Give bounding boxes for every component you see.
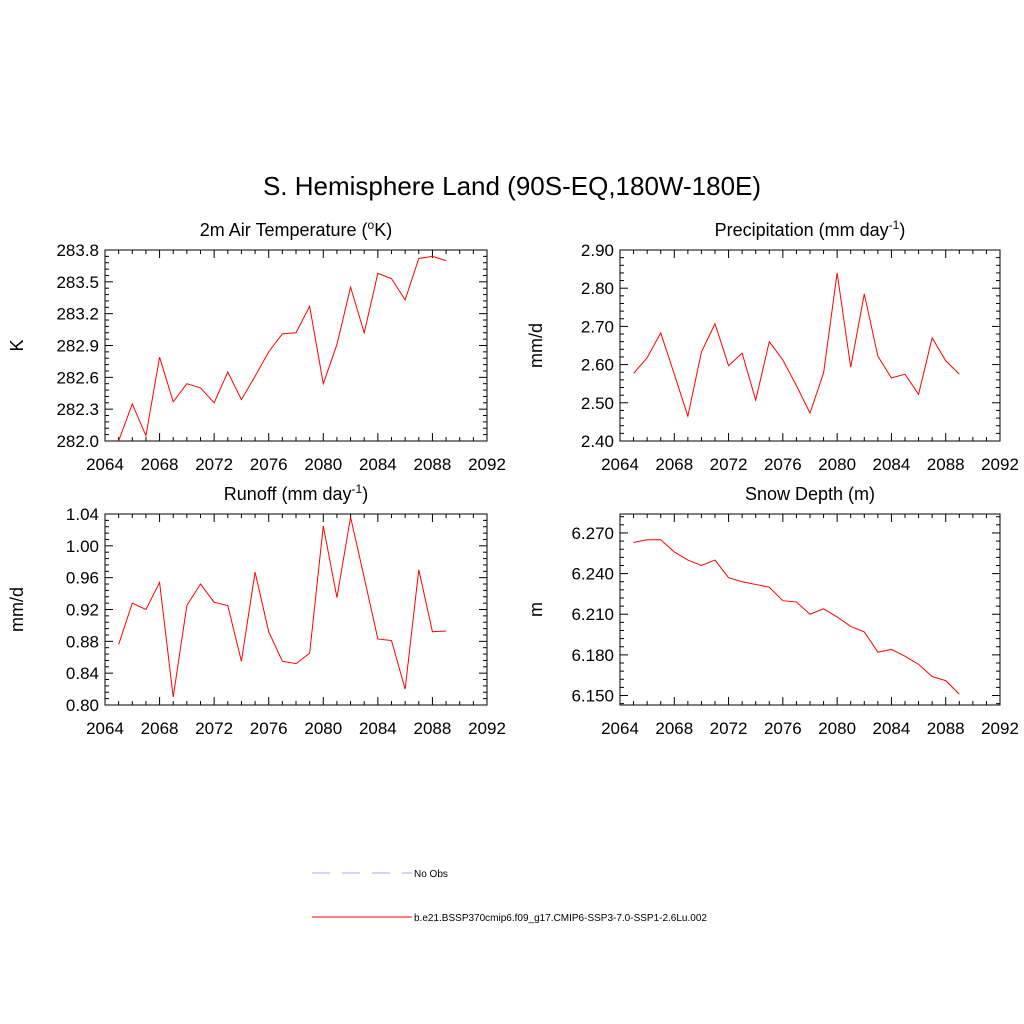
panel-title: 2m Air Temperature (oK) <box>200 218 392 240</box>
x-tick-label: 2080 <box>818 719 856 738</box>
y-tick-label: 2.60 <box>581 356 614 375</box>
x-tick-label: 2076 <box>250 719 288 738</box>
y-tick-label: 283.5 <box>56 273 99 292</box>
y-tick-label: 2.80 <box>581 279 614 298</box>
y-tick-label: 1.04 <box>66 505 99 524</box>
y-tick-label: 2.90 <box>581 241 614 260</box>
y-tick-label: 0.92 <box>66 601 99 620</box>
y-tick-label: 0.84 <box>66 664 99 683</box>
panel-title-text: 2m Air Temperature ( <box>200 220 368 240</box>
x-tick-label: 2092 <box>981 719 1019 738</box>
x-tick-label: 2084 <box>359 455 397 474</box>
panel-title: Snow Depth (m) <box>745 484 875 504</box>
panel-title-superscript: -1 <box>889 218 900 232</box>
x-tick-label: 2076 <box>250 455 288 474</box>
x-tick-label: 2072 <box>710 455 748 474</box>
y-axis-label: K <box>7 339 27 351</box>
plot-frame <box>619 513 1001 706</box>
y-tick-label: 6.240 <box>571 565 614 584</box>
y-tick-label: 282.0 <box>56 432 99 451</box>
x-tick-label: 2080 <box>304 455 342 474</box>
x-tick-label: 2064 <box>86 455 124 474</box>
y-tick-label: 283.2 <box>56 305 99 324</box>
legend: No Obs b.e21.BSSP370cmip6.f09_g17.CMIP6-… <box>312 869 707 924</box>
x-tick-label: 2064 <box>601 719 639 738</box>
panel-runoff: Runoff (mm day-1) 2064 2068 2072 2076 2080 208… <box>7 482 506 738</box>
panels: 2m Air Temperature (oK)2064 2068 2072 2076 2… <box>7 218 1019 738</box>
x-tick-label: 2076 <box>764 455 802 474</box>
panel-title-text: Precipitation (mm day <box>715 220 889 240</box>
x-tick-label: 2080 <box>818 455 856 474</box>
panel-snow-depth: Snow Depth (m) 2064 2068 2072 2076 2080 2084 20… <box>526 484 1019 738</box>
y-tick-label: 6.270 <box>571 524 614 543</box>
series-line <box>633 272 960 419</box>
x-tick-label: 2084 <box>359 719 397 738</box>
y-tick-label: 0.96 <box>66 569 99 588</box>
panel-title: Runoff (mm day-1) <box>224 482 368 504</box>
legend-obs-label: No Obs <box>414 869 448 880</box>
panel-title-superscript: o <box>368 218 375 232</box>
y-tick-label: 6.180 <box>571 646 614 665</box>
legend-model-label: b.e21.BSSP370cmip6.f09_g17.CMIP6-SSP3-7.… <box>414 913 707 924</box>
x-tick-label: 2068 <box>141 719 179 738</box>
x-tick-label: 2084 <box>873 719 911 738</box>
panel-title-tail: ) <box>362 484 368 504</box>
panel-title-tail: ) <box>899 220 905 240</box>
y-tick-label: 2.40 <box>581 432 614 451</box>
y-tick-label: 282.6 <box>56 368 99 387</box>
y-tick-label: 6.150 <box>571 687 614 706</box>
panel-title-text: Runoff (mm day <box>224 484 352 504</box>
y-tick-label: 282.9 <box>56 337 99 356</box>
x-tick-label: 2064 <box>601 455 639 474</box>
series-line <box>118 255 447 442</box>
panel-precipitation: Precipitation (mm day-1) 2064 2068 2072 2076… <box>526 218 1019 474</box>
y-tick-label: 0.88 <box>66 632 99 651</box>
y-tick-label: 6.210 <box>571 605 614 624</box>
x-tick-label: 2080 <box>304 719 342 738</box>
y-tick-label: 282.3 <box>56 400 99 419</box>
x-tick-label: 2068 <box>141 455 179 474</box>
figure-title: S. Hemisphere Land (90S-EQ,180W-180E) <box>263 171 761 201</box>
x-tick-label: 2092 <box>468 719 506 738</box>
y-axis-label: mm/d <box>526 323 546 368</box>
y-axis-label: mm/d <box>7 587 27 632</box>
panel-title-tail: K) <box>374 220 392 240</box>
series-line <box>118 517 447 698</box>
panel-temperature: 2m Air Temperature (oK) 2064 2068 2072 2076 2… <box>7 218 506 474</box>
x-tick-label: 2064 <box>86 719 124 738</box>
series-line <box>633 539 960 695</box>
x-tick-label: 2068 <box>655 455 693 474</box>
y-tick-label: 2.70 <box>581 317 614 336</box>
y-tick-label: 283.8 <box>56 241 99 260</box>
panel-title: Precipitation (mm day-1) <box>715 218 906 240</box>
x-tick-label: 2092 <box>981 455 1019 474</box>
panel-title-text: Snow Depth (m) <box>745 484 875 504</box>
x-tick-label: 2072 <box>195 719 233 738</box>
x-tick-label: 2068 <box>655 719 693 738</box>
y-tick-label: 2.50 <box>581 394 614 413</box>
x-tick-label: 2088 <box>414 455 452 474</box>
x-tick-label: 2092 <box>468 455 506 474</box>
y-axis-label: m <box>526 602 546 617</box>
plot-frame <box>104 249 488 442</box>
x-tick-label: 2088 <box>927 719 965 738</box>
x-tick-label: 2072 <box>195 455 233 474</box>
x-tick-label: 2088 <box>927 455 965 474</box>
panel-title-superscript: -1 <box>352 482 363 496</box>
x-tick-label: 2084 <box>873 455 911 474</box>
x-tick-label: 2072 <box>710 719 748 738</box>
y-tick-label: 1.00 <box>66 537 99 556</box>
x-tick-label: 2076 <box>764 719 802 738</box>
y-tick-label: 0.80 <box>66 696 99 715</box>
x-tick-label: 2088 <box>414 719 452 738</box>
